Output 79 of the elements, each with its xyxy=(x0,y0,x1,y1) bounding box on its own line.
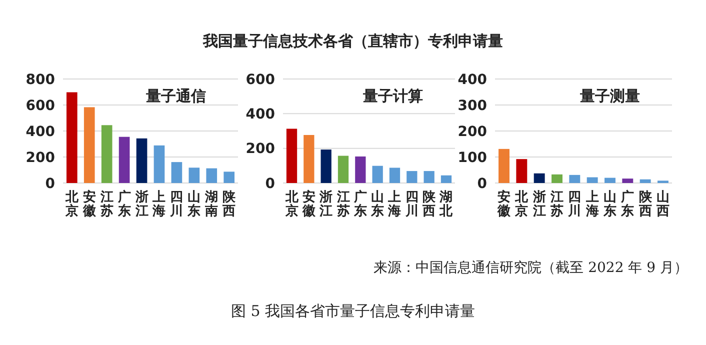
y-tick-label: 400 xyxy=(458,72,488,88)
x-tick-label: 上海 xyxy=(152,190,166,219)
x-tick-label: 四川 xyxy=(404,190,418,219)
bar xyxy=(286,128,298,183)
x-tick-label: 安徽 xyxy=(301,189,316,219)
x-tick-label: 北京 xyxy=(514,190,530,219)
x-tick-label: 陕西 xyxy=(222,190,237,219)
y-tick-label: 200 xyxy=(458,124,488,140)
y-tick-label: 0 xyxy=(45,176,56,192)
y-tick-label: 100 xyxy=(458,150,488,166)
x-tick-label: 湖北 xyxy=(438,190,454,219)
bar xyxy=(516,159,528,183)
x-tick-label: 北京 xyxy=(64,190,80,219)
x-tick-label: 陕西 xyxy=(422,190,437,219)
bar xyxy=(552,174,562,183)
bar xyxy=(498,148,510,183)
bar xyxy=(101,125,112,183)
bar xyxy=(406,171,418,183)
bar xyxy=(389,168,400,183)
x-tick-label: 江苏 xyxy=(336,190,350,219)
x-tick-label: 江苏 xyxy=(550,190,564,219)
text: 量子通信 xyxy=(145,87,206,105)
x-tick-label: 陕西 xyxy=(638,190,653,219)
bar xyxy=(534,173,545,183)
bar xyxy=(372,166,383,183)
bar xyxy=(188,168,200,183)
bar xyxy=(304,134,314,183)
x-tick-label: 北京 xyxy=(284,190,300,219)
x-tick-label: 广东 xyxy=(116,189,131,219)
x-tick-label: 上海 xyxy=(584,190,599,219)
bar xyxy=(622,178,634,183)
x-tick-label: 四川 xyxy=(567,190,582,219)
x-tick-label: 山东 xyxy=(370,190,384,219)
y-tick-label: 600 xyxy=(26,98,56,114)
x-tick-label: 山东 xyxy=(602,190,616,219)
bar xyxy=(84,107,95,183)
bar xyxy=(604,178,616,183)
text: 量子计算 xyxy=(362,87,423,105)
y-tick-label: 600 xyxy=(246,72,276,88)
x-tick-label: 安徽 xyxy=(82,189,97,219)
x-tick-label: 湖南 xyxy=(204,190,218,219)
bar xyxy=(338,156,349,183)
bar xyxy=(224,172,235,183)
x-tick-label: 四川 xyxy=(169,190,184,219)
text: 量子测量 xyxy=(579,87,640,105)
y-tick-label: 200 xyxy=(26,150,56,166)
y-tick-label: 0 xyxy=(477,176,488,192)
x-tick-label: 广东 xyxy=(352,189,367,219)
x-tick-label: 山东 xyxy=(186,190,201,219)
x-tick-label: 浙江 xyxy=(532,190,546,219)
x-tick-label: 安徽 xyxy=(496,189,512,219)
bar xyxy=(320,150,332,183)
x-tick-label: 山西 xyxy=(655,190,670,219)
bar xyxy=(355,156,366,183)
x-tick-label: 广东 xyxy=(620,189,634,219)
bar xyxy=(586,177,598,183)
x-tick-label: 江苏 xyxy=(99,190,114,219)
x-tick-label: 浙江 xyxy=(134,190,148,219)
bar xyxy=(424,171,434,183)
y-tick-label: 300 xyxy=(458,98,488,114)
bar xyxy=(206,168,218,183)
x-tick-label: 上海 xyxy=(387,190,402,219)
y-tick-label: 800 xyxy=(26,72,56,88)
bar xyxy=(640,179,651,183)
bar xyxy=(440,175,452,183)
bar xyxy=(136,138,148,183)
source-note: 来源：中国信息通信研究院（截至 2022 年 9 月） xyxy=(374,260,688,276)
y-tick-label: 200 xyxy=(246,141,276,158)
y-tick-label: 400 xyxy=(26,124,56,140)
bar xyxy=(66,92,78,183)
bar xyxy=(118,136,130,183)
bar xyxy=(569,174,580,183)
y-tick-label: 400 xyxy=(246,106,276,123)
caption: 图 5 我国各省市量子信息专利申请量 xyxy=(230,302,476,320)
bar xyxy=(171,162,182,183)
bar xyxy=(154,145,165,183)
text: 我国量子信息技术各省（直辖市）专利申请量 xyxy=(202,32,503,50)
y-tick-label: 0 xyxy=(265,176,276,192)
x-tick-label: 浙江 xyxy=(318,190,333,219)
